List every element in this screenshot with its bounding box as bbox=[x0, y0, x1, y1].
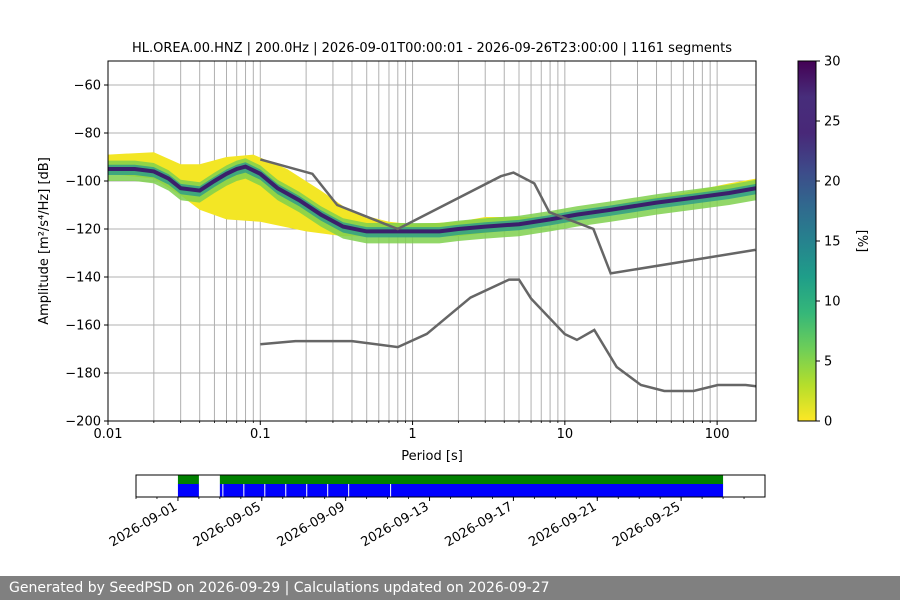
timeline-tick-label: 2026-09-13 bbox=[359, 499, 432, 550]
x-tick-label: 0.1 bbox=[250, 427, 271, 442]
timeline-date-ticks: 2026-09-01 2026-09-05 2026-09-09 2026-09-13… bbox=[107, 497, 745, 550]
timeline-tick-label: 2026-09-09 bbox=[275, 499, 348, 550]
y-tick-label: −140 bbox=[65, 271, 101, 286]
psd-plot: 0.01 0.1 1 10 100 −60 −80 −100 −120 −140 −160 −180… bbox=[37, 60, 757, 464]
colorbar-tick-label: 5 bbox=[824, 355, 832, 370]
y-tick-label: −120 bbox=[65, 223, 101, 238]
x-tick-label: 100 bbox=[705, 427, 730, 442]
colorbar-tick-label: 15 bbox=[824, 235, 841, 250]
density-mode-curve bbox=[108, 164, 756, 234]
y-tick-label: −80 bbox=[74, 127, 101, 142]
colorbar-tick-label: 10 bbox=[824, 295, 841, 310]
colorbar-ticks: 0 5 10 15 20 25 30 bbox=[816, 55, 841, 430]
y-axis-label: Amplitude [m²/s⁴/Hz] [dB] bbox=[37, 157, 52, 325]
colorbar-tick-label: 0 bbox=[824, 415, 832, 430]
nlnm-noise-model bbox=[260, 278, 756, 393]
density-layer bbox=[108, 152, 756, 393]
timeline-tick-label: 2026-09-05 bbox=[191, 499, 264, 550]
psd-used-bar bbox=[177, 484, 199, 497]
y-tick-label: −180 bbox=[65, 367, 101, 382]
colorbar-label: [%] bbox=[854, 230, 869, 253]
nhnm-noise-model bbox=[259, 158, 756, 275]
colorbar-tick-label: 25 bbox=[824, 115, 841, 130]
x-tick-label: 1 bbox=[408, 427, 416, 442]
data-availability-timeline: 2026-09-01 2026-09-05 2026-09-09 2026-09-13… bbox=[107, 474, 766, 550]
footer-text: Generated by SeedPSD on 2026-09-29 | Cal… bbox=[9, 580, 550, 596]
horizontal-grid bbox=[108, 84, 756, 422]
colorbar-scale bbox=[797, 60, 817, 422]
y-tick-label: −200 bbox=[65, 415, 101, 430]
x-axis-ticks: 0.01 0.1 1 10 100 bbox=[94, 421, 730, 442]
x-axis-label: Period [s] bbox=[401, 449, 463, 464]
psd-used-bar bbox=[219, 484, 724, 497]
colorbar: 0 5 10 15 20 25 30 [%] bbox=[797, 55, 869, 430]
y-tick-label: −60 bbox=[74, 79, 101, 94]
y-tick-label: −160 bbox=[65, 319, 101, 334]
timeline-bars bbox=[177, 475, 724, 497]
y-axis-ticks: −60 −80 −100 −120 −140 −160 −180 −200 bbox=[65, 79, 108, 430]
timeline-tick-label: 2026-09-21 bbox=[526, 499, 599, 550]
timeline-tick-label: 2026-09-17 bbox=[442, 499, 515, 550]
data-availability-bar bbox=[219, 475, 724, 484]
chart-title: HL.OREA.00.HNZ | 200.0Hz | 2026-09-01T00… bbox=[132, 41, 732, 56]
timeline-tick-label: 2026-09-25 bbox=[610, 499, 683, 550]
footer-bar: Generated by SeedPSD on 2026-09-29 | Cal… bbox=[0, 576, 900, 600]
y-tick-label: −100 bbox=[65, 175, 101, 190]
colorbar-tick-label: 20 bbox=[824, 175, 841, 190]
timeline-tick-label: 2026-09-01 bbox=[107, 499, 180, 550]
plot-frame bbox=[107, 60, 757, 422]
data-availability-bar bbox=[177, 475, 199, 484]
x-tick-label: 10 bbox=[557, 427, 574, 442]
x-tick-label: 0.01 bbox=[94, 427, 123, 442]
colorbar-tick-label: 30 bbox=[824, 55, 841, 70]
